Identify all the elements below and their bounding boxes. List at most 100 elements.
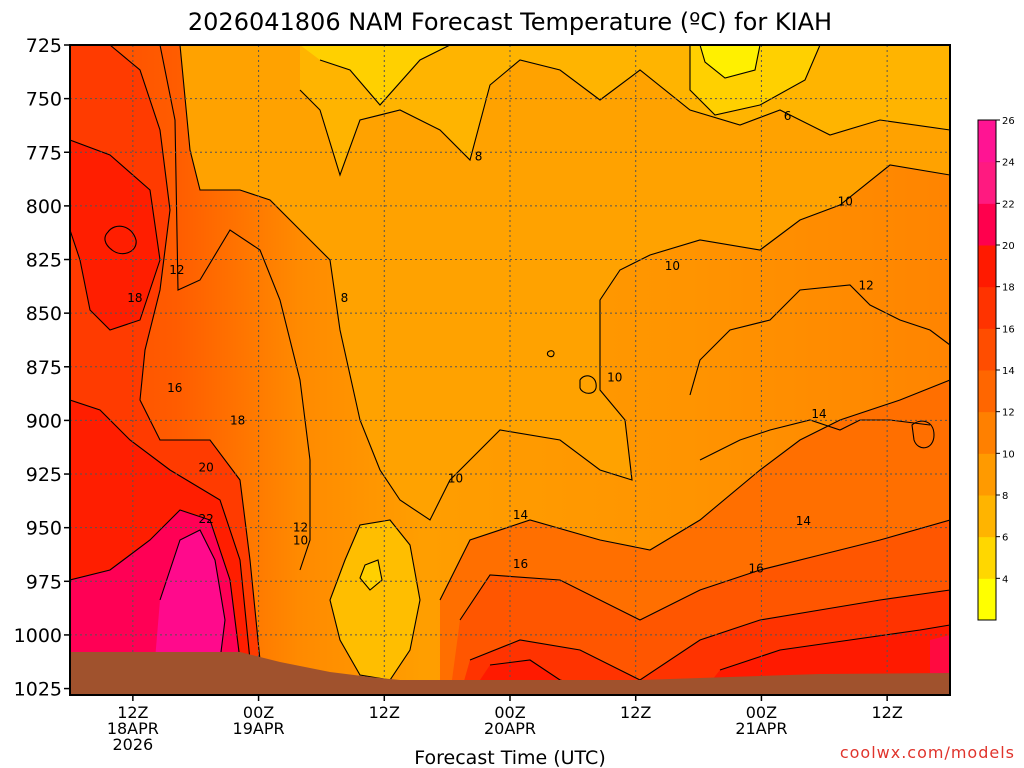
x-tick-label: 00Z xyxy=(243,703,274,722)
y-tick-label: 1025 xyxy=(14,679,62,701)
y-tick-label: 800 xyxy=(26,196,62,218)
contour-label: 12 xyxy=(859,278,874,292)
contour-label: 10 xyxy=(448,471,463,485)
y-tick-label: 900 xyxy=(26,410,62,432)
contour-10c-small-a xyxy=(546,350,555,358)
x-tick-label: 2026 xyxy=(112,735,153,754)
contour-14c-small xyxy=(911,420,935,449)
contour-label: 6 xyxy=(784,109,792,123)
x-axis-label: Forecast Time (UTC) xyxy=(414,747,605,768)
contour-10c xyxy=(179,45,950,521)
contour-label: 8 xyxy=(475,150,483,164)
y-tick-label: 850 xyxy=(26,303,62,325)
colorbar-label: 4 xyxy=(1002,574,1008,585)
colorbar-swatch xyxy=(978,120,996,163)
x-tick-label: 00Z xyxy=(746,703,777,722)
colorbar-label: 20 xyxy=(1002,241,1015,252)
contour-label: 10 xyxy=(838,195,853,209)
contour-label: 14 xyxy=(796,514,811,528)
colorbar-swatch xyxy=(978,453,996,496)
contour-label: 22 xyxy=(199,512,214,526)
contour-18c xyxy=(469,589,950,681)
colorbar-swatch xyxy=(978,245,996,288)
contour-label: 10 xyxy=(293,534,308,548)
band-8c-low xyxy=(330,520,420,680)
band-6c-low xyxy=(360,560,382,590)
contour-12c xyxy=(159,45,311,571)
contour-24c-left xyxy=(159,529,226,661)
colorbar: 4 6 8 10 12 14 16 18 20 22 24 26 xyxy=(977,116,1015,621)
contour-label: 14 xyxy=(811,407,826,421)
contour-8c-low xyxy=(329,519,421,681)
y-tick-label: 950 xyxy=(26,518,62,540)
x-tick-label: 19APR xyxy=(233,719,285,738)
colorbar-swatch xyxy=(978,286,996,329)
contour-label: 18 xyxy=(230,413,245,427)
contour-label: 16 xyxy=(513,557,528,571)
colorbar-label: 10 xyxy=(1002,449,1015,460)
y-tick-label: 1000 xyxy=(14,625,62,647)
x-tick-label: 12Z xyxy=(369,703,400,722)
contour-16c xyxy=(459,519,950,621)
contour-8c xyxy=(299,59,950,177)
colorbar-swatch xyxy=(978,370,996,413)
contour-label: 14 xyxy=(513,508,528,522)
contour-18c-left xyxy=(70,139,161,331)
colorbar-swatch xyxy=(978,161,996,204)
contour-6c-a xyxy=(319,45,451,106)
y-tick-label: 975 xyxy=(26,571,62,593)
x-tick-label: 18APR xyxy=(107,719,159,738)
y-tick-label: 750 xyxy=(26,89,62,111)
contour-label: 12 xyxy=(169,263,184,277)
contour-label: 8 xyxy=(341,291,349,305)
y-axis: 725 750 775 800 825 850 875 900 925 950 975 1000 102… xyxy=(14,35,70,701)
x-tick-label: 12Z xyxy=(871,703,902,722)
contour-16c-left xyxy=(109,45,261,661)
x-tick-label: 00Z xyxy=(494,703,525,722)
ground-surface xyxy=(70,652,950,695)
y-tick-label: 925 xyxy=(26,464,62,486)
x-tick-label: 12Z xyxy=(117,703,148,722)
contour-6c-b xyxy=(689,45,821,116)
contour-label: 10 xyxy=(607,371,622,385)
colorbar-label: 14 xyxy=(1002,366,1015,377)
contour-6c-low xyxy=(359,559,383,591)
y-tick-label: 775 xyxy=(26,142,62,164)
y-tick-label: 825 xyxy=(26,250,62,272)
colorbar-swatch xyxy=(978,328,996,371)
colorbar-label: 12 xyxy=(1002,408,1015,419)
colorbar-label: 26 xyxy=(1002,116,1015,127)
contour-10c-small-b xyxy=(579,375,597,394)
band-10c-upper xyxy=(180,45,950,520)
contour-label: 16 xyxy=(167,381,182,395)
contour-label: 18 xyxy=(127,291,142,305)
plot-area xyxy=(70,45,950,695)
colorbar-label: 24 xyxy=(1002,158,1015,169)
contour-20c-loop xyxy=(104,225,137,255)
colorbar-swatch xyxy=(978,411,996,454)
y-tick-label: 725 xyxy=(26,35,62,57)
contour-label: 12 xyxy=(293,521,308,535)
contour-4c xyxy=(699,45,761,79)
colorbar-swatch xyxy=(978,495,996,538)
colorbar-swatch xyxy=(978,578,996,621)
x-tick-label: 12Z xyxy=(620,703,651,722)
contour-lines xyxy=(70,45,950,695)
colorbar-label: 18 xyxy=(1002,283,1015,294)
colorbar-label: 22 xyxy=(1002,199,1015,210)
colorbar-swatch xyxy=(978,536,996,579)
contour-12c-right xyxy=(689,284,950,396)
colorbar-label: 8 xyxy=(1002,491,1008,502)
contour-label: 16 xyxy=(749,561,764,575)
colorbar-label: 16 xyxy=(1002,324,1015,335)
colorbar-label: 6 xyxy=(1002,533,1008,544)
credit-text: coolwx.com/models xyxy=(840,743,1015,762)
contour-label: 10 xyxy=(665,259,680,273)
contour-20c-b xyxy=(719,624,950,671)
y-tick-label: 875 xyxy=(26,357,62,379)
colorbar-swatch xyxy=(978,203,996,246)
x-tick-label: 21APR xyxy=(735,719,787,738)
